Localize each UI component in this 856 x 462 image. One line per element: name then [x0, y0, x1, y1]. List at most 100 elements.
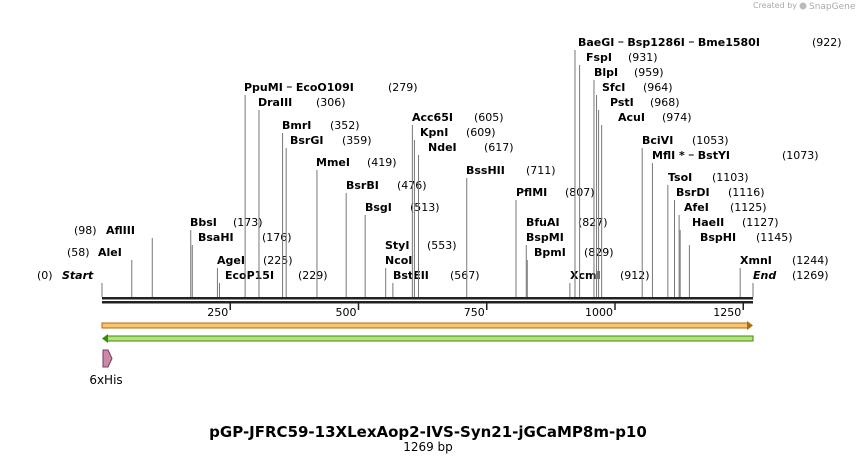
site-position: (359)	[342, 134, 372, 147]
map-length: 1269 bp	[403, 440, 453, 454]
enzyme-name: BaeGI	[578, 36, 614, 49]
credit-prefix: Created by	[753, 1, 797, 10]
enzyme-name: PpuMI	[244, 81, 283, 94]
enzyme-name: BsrGI	[290, 134, 323, 147]
enzyme-name: BssHII	[466, 164, 505, 177]
site-position: (605)	[474, 111, 504, 124]
enzyme-name: BspHI	[700, 231, 736, 244]
site-position: (1244)	[792, 254, 829, 267]
site-position: (1127)	[742, 216, 779, 229]
enzyme-name: BlpI	[594, 66, 618, 79]
credit-brand: SnapGene	[809, 2, 856, 12]
site-position: (279)	[388, 81, 418, 94]
enzyme-name: Acc65I	[412, 111, 453, 124]
enzyme-name: Bme1580I	[698, 36, 760, 49]
site-position: (711)	[526, 164, 556, 177]
enzyme-name: XcmI	[570, 269, 601, 282]
ruler-label: 250	[207, 306, 228, 319]
site-position: (827)	[578, 216, 608, 229]
ruler-label: 500	[336, 306, 357, 319]
site-position: (306)	[316, 96, 346, 109]
enzyme-name: AfeI	[684, 201, 709, 214]
site-position: (1103)	[712, 171, 749, 184]
site-position: (1053)	[692, 134, 729, 147]
enzyme-name: End	[753, 269, 776, 282]
map-title: pGP-JFRC59-13XLexAop2-IVS-Syn21-jGCaMP8m…	[209, 423, 647, 441]
site-position: (964)	[643, 81, 673, 94]
enzyme-name: MmeI	[316, 156, 350, 169]
enzyme-name: DraIII	[258, 96, 292, 109]
enzyme-name: BsrDI	[676, 186, 710, 199]
site-position: (352)	[330, 119, 360, 132]
site-position: (0)	[37, 269, 53, 282]
enzyme-name: BsaHI	[198, 231, 234, 244]
enzyme-name: Start	[62, 269, 94, 282]
enzyme-name: MflI *	[652, 149, 685, 162]
enzyme-name: KpnI	[420, 126, 448, 139]
enzyme-name: BsgI	[365, 201, 392, 214]
enzyme-name: TsoI	[668, 171, 692, 184]
ruler-label: 750	[464, 306, 485, 319]
ruler-label: 1250	[713, 306, 741, 319]
enzyme-name: BstYI	[698, 149, 730, 162]
enzyme-name: PflMI	[516, 186, 547, 199]
enzyme-name: XmnI	[740, 254, 772, 267]
feature-forward	[101, 322, 750, 329]
enzyme-name: BspMI	[526, 231, 564, 244]
enzyme-name: SfcI	[602, 81, 625, 94]
enzyme-name: BbsI	[190, 216, 217, 229]
site-position: (553)	[427, 239, 457, 252]
site-position: (1125)	[730, 201, 767, 214]
credit-logo	[799, 2, 807, 10]
site-position: (1269)	[792, 269, 829, 282]
site-position: (968)	[650, 96, 680, 109]
backbone-bottom	[102, 301, 753, 304]
feature-forward-arrow	[747, 321, 753, 330]
enzyme-name: AflIII	[106, 224, 135, 237]
enzyme-name: EcoO109I	[296, 81, 354, 94]
site-position: (58)	[67, 246, 90, 259]
feature-label: 6xHis	[89, 373, 122, 387]
enzyme-name: BmrI	[282, 119, 311, 132]
site-position: (931)	[628, 51, 658, 64]
feature-reverse	[105, 335, 754, 342]
his-tag-feature	[102, 349, 113, 368]
backbone-top	[102, 297, 753, 300]
enzyme-name: EcoP15I	[225, 269, 274, 282]
site-position: (1116)	[728, 186, 765, 199]
ruler-label: 1000	[585, 306, 613, 319]
site-position: (225)	[263, 254, 293, 267]
enzyme-name: BfuAI	[526, 216, 560, 229]
site-position: (1145)	[756, 231, 793, 244]
enzyme-name: AleI	[98, 246, 122, 259]
enzyme-name: FspI	[586, 51, 612, 64]
site-position: (609)	[466, 126, 496, 139]
feature-reverse-arrow	[102, 334, 108, 343]
site-position: (173)	[233, 216, 263, 229]
site-position: (974)	[662, 111, 692, 124]
enzyme-name: BciVI	[642, 134, 673, 147]
site-position: (476)	[397, 179, 427, 192]
site-position: (912)	[620, 269, 650, 282]
enzyme-name: BsrBI	[346, 179, 379, 192]
enzyme-name: BpmI	[534, 246, 566, 259]
site-position: (567)	[450, 269, 480, 282]
enzyme-name: AcuI	[618, 111, 645, 124]
site-position: (176)	[262, 231, 292, 244]
site-position: (419)	[367, 156, 397, 169]
site-position: (229)	[298, 269, 328, 282]
enzyme-name: BstEII	[393, 269, 429, 282]
enzyme-name: Bsp1286I	[627, 36, 685, 49]
site-position: (617)	[484, 141, 514, 154]
site-position: (98)	[74, 224, 97, 237]
enzyme-name: AgeI	[217, 254, 245, 267]
site-position: (1073)	[782, 149, 819, 162]
enzyme-name: StyI	[385, 239, 409, 252]
site-position: (959)	[634, 66, 664, 79]
site-position: (922)	[812, 36, 842, 49]
enzyme-name: HaeII	[692, 216, 724, 229]
site-position: (513)	[410, 201, 440, 214]
enzyme-name: NcoI	[385, 254, 412, 267]
